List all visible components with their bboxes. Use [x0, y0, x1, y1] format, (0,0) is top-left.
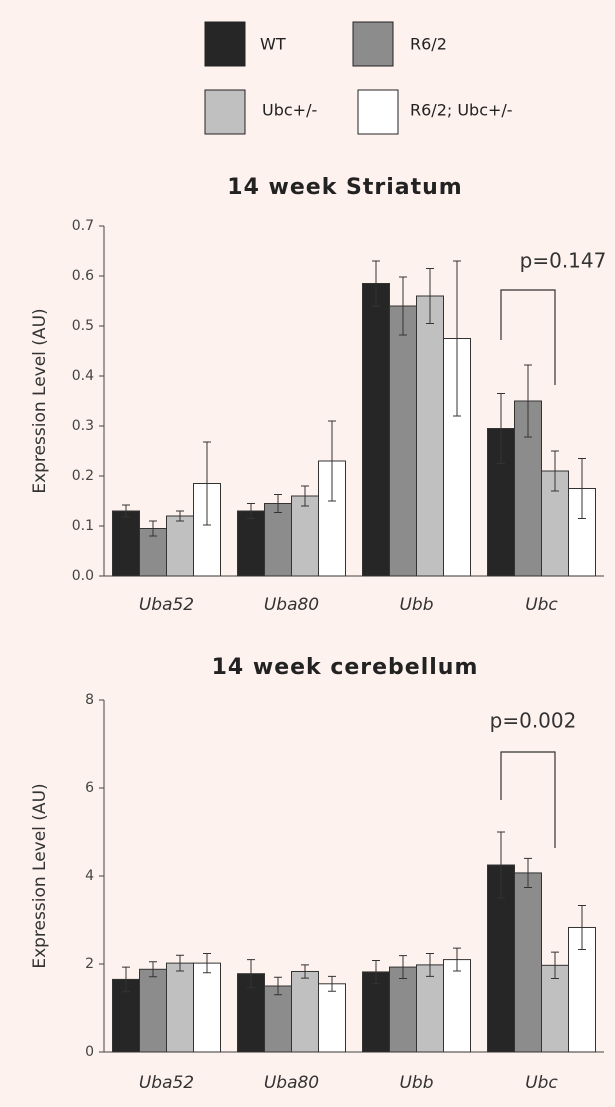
bar — [487, 864, 515, 1053]
error-bar — [426, 952, 434, 977]
error-bar — [578, 458, 586, 519]
error-bar — [524, 857, 532, 888]
bar — [112, 510, 140, 577]
bar — [416, 964, 444, 1053]
error-bar — [328, 975, 336, 992]
error-bar — [301, 964, 309, 979]
bar — [362, 971, 390, 1053]
y-axis-label: Expression Level (AU) — [30, 783, 50, 968]
x-tick-label: Ubb — [399, 1073, 433, 1093]
error-bar — [176, 954, 184, 972]
error-bar — [301, 485, 309, 507]
y-tick-label: 0.7 — [72, 218, 94, 234]
bar — [389, 305, 417, 577]
y-tick-label: 0.0 — [72, 568, 94, 584]
chart-title: 14 week cerebellum — [212, 655, 479, 680]
error-bar — [203, 952, 211, 974]
error-bar — [399, 276, 407, 336]
legend-swatch — [352, 21, 394, 67]
bar — [139, 968, 167, 1053]
error-bar — [149, 961, 157, 978]
y-tick-label: 4 — [85, 868, 94, 884]
bar — [291, 495, 319, 577]
legend-swatch — [204, 89, 246, 135]
y-tick-label: 0.5 — [72, 318, 94, 334]
error-bar — [176, 510, 184, 522]
y-tick-label: 0.4 — [72, 368, 94, 384]
y-tick-label: 0 — [85, 1044, 94, 1060]
bar — [443, 959, 471, 1053]
error-bar — [274, 494, 282, 513]
y-tick-label: 0.6 — [72, 268, 94, 284]
x-tick-label: Uba80 — [264, 595, 319, 615]
error-bar — [399, 955, 407, 980]
chart-title: 14 week Striatum — [227, 175, 462, 200]
error-bar — [551, 951, 559, 980]
bar — [389, 966, 417, 1053]
bar — [237, 510, 265, 577]
error-bar — [426, 268, 434, 324]
annotation: p=0.147 — [520, 249, 607, 273]
error-bar — [122, 504, 130, 518]
y-tick-label: 0.1 — [72, 518, 94, 534]
legend-label: R6/2 — [410, 35, 447, 54]
bar — [291, 970, 319, 1053]
legend-swatch — [204, 21, 246, 67]
error-bar — [247, 959, 255, 989]
bar — [264, 503, 292, 577]
bar — [318, 983, 346, 1053]
bar — [541, 964, 569, 1053]
legend-label: Ubc+/- — [262, 101, 317, 120]
error-bar — [372, 260, 380, 307]
annotation: p=0.002 — [490, 709, 577, 733]
y-axis-label: Expression Level (AU) — [30, 308, 50, 493]
x-tick-label: Ubb — [399, 595, 433, 615]
y-tick-label: 2 — [85, 956, 94, 972]
error-bar — [578, 904, 586, 950]
error-bar — [122, 966, 130, 993]
x-tick-label: Ubc — [525, 595, 558, 615]
error-bar — [203, 441, 211, 526]
x-tick-label: Uba52 — [139, 1073, 194, 1093]
error-bar — [274, 976, 282, 996]
legend-label: WT — [260, 35, 286, 54]
legend-label: R6/2; Ubc+/- — [410, 101, 513, 120]
bar — [416, 295, 444, 577]
bar — [193, 962, 221, 1053]
y-tick-label: 8 — [85, 692, 94, 708]
y-tick-label: 0.3 — [72, 418, 94, 434]
error-bar — [497, 831, 505, 899]
significance-bracket — [500, 289, 556, 385]
x-tick-label: Uba52 — [139, 595, 194, 615]
y-tick-label: 0.2 — [72, 468, 94, 484]
error-bar — [247, 503, 255, 519]
y-tick-label: 6 — [85, 780, 94, 796]
error-bar — [453, 947, 461, 972]
bar — [166, 962, 194, 1053]
error-bar — [524, 364, 532, 438]
significance-bracket — [500, 751, 556, 848]
error-bar — [497, 393, 505, 464]
error-bar — [372, 959, 380, 984]
x-tick-label: Ubc — [525, 1073, 558, 1093]
error-bar — [328, 420, 336, 502]
bar — [514, 872, 542, 1053]
bar — [264, 985, 292, 1053]
error-bar — [453, 260, 461, 417]
error-bar — [149, 520, 157, 537]
bar — [166, 515, 194, 577]
x-tick-label: Uba80 — [264, 1073, 319, 1093]
legend-swatch — [357, 89, 399, 135]
bar — [362, 283, 390, 577]
error-bar — [551, 450, 559, 492]
